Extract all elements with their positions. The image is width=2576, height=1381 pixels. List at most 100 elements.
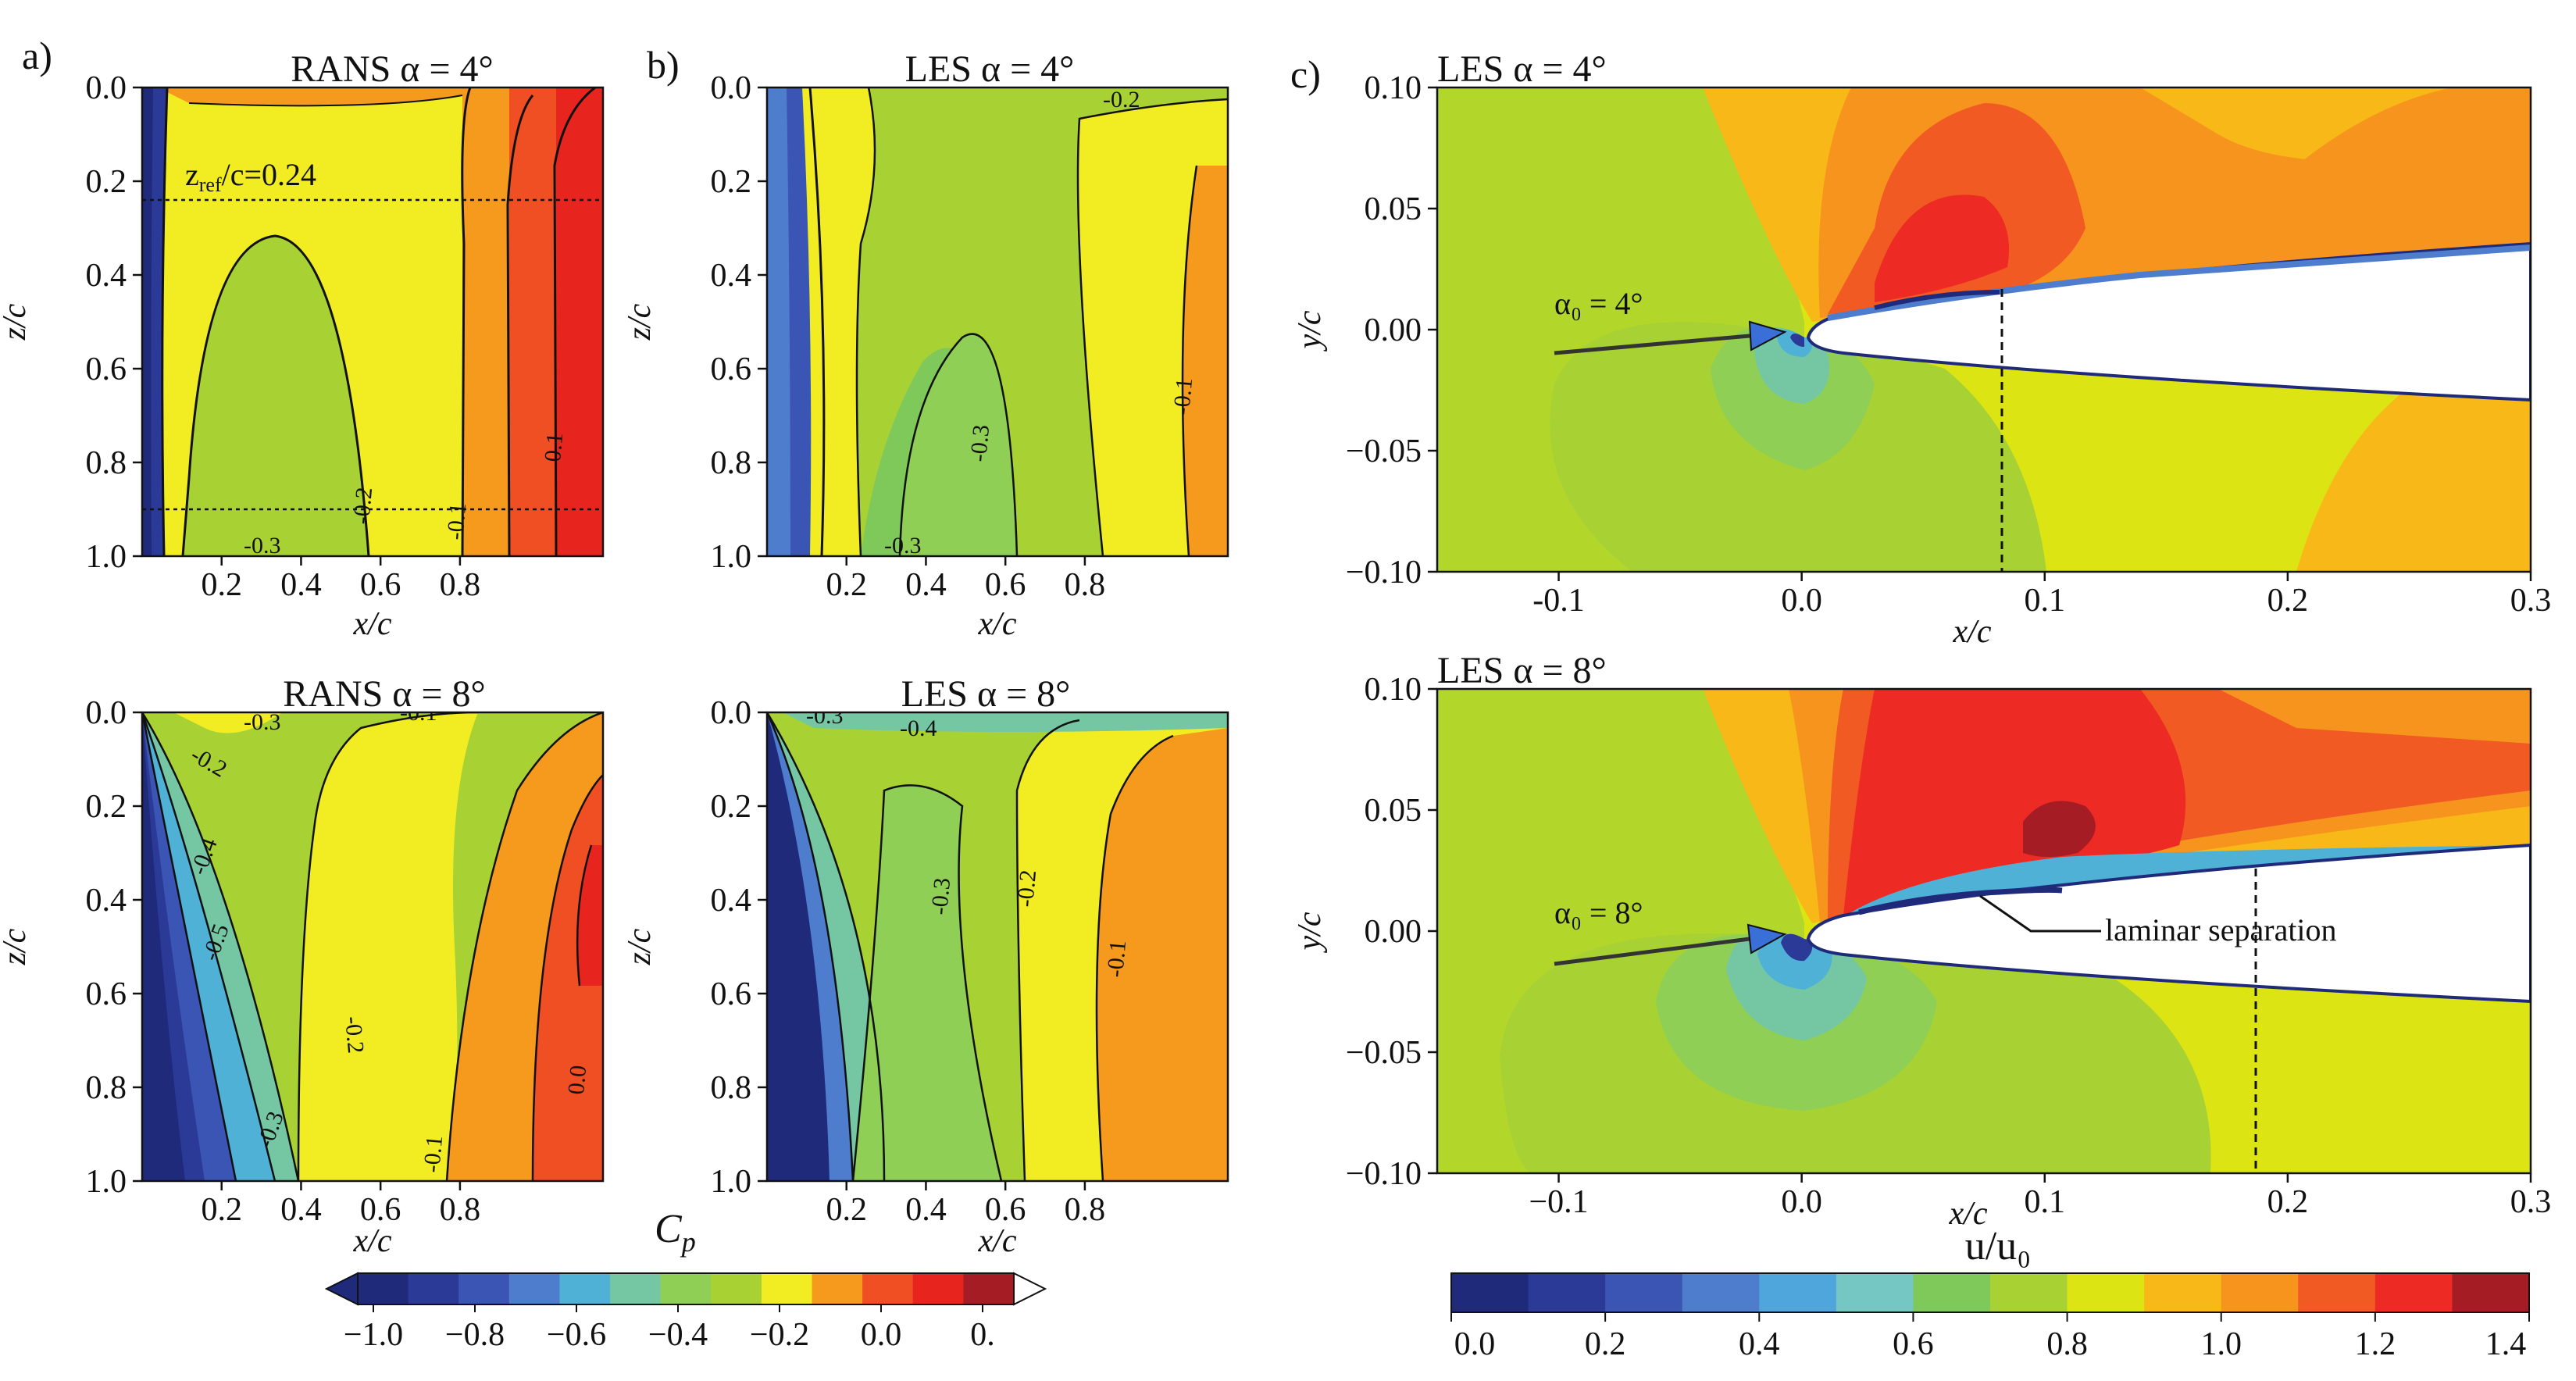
cp-colorbar-right-arrow [1013, 1272, 1047, 1306]
rans8-contour-1 [142, 712, 300, 1181]
rans4-contour-label: -0.3 [244, 533, 281, 558]
les4-contour-4 [1181, 165, 1198, 556]
cp-colorbar-frame [357, 1272, 1015, 1305]
cp-colorbar-tick-label: −0.2 [750, 1317, 809, 1353]
rans4-contour-blue [161, 87, 169, 556]
rans8-contour-4 [297, 712, 479, 1181]
les4-title: LES α = 4° [905, 48, 1075, 90]
les8-contour-label: -0.3 [806, 703, 844, 729]
alpha4-label: α₀ = 4° [1554, 286, 1643, 321]
rans8-xtick-label: 0.4 [280, 1192, 322, 1228]
les4u-xtick-label: 0.0 [1781, 583, 1822, 619]
les8u-ytick-label: 0.00 [1365, 914, 1422, 950]
rans4-region-top-orange [158, 87, 462, 106]
les8u-region-blue [1757, 933, 1832, 990]
les4-contour-2 [855, 87, 876, 556]
les8-contour-1 [767, 712, 886, 1181]
rans4-xtick-label: 0.2 [201, 567, 242, 603]
les8-ytick-label: 1.0 [711, 1164, 752, 1200]
u-colorbar-tick-label: 0.8 [2046, 1326, 2088, 1362]
les8u-ytick-label: 0.10 [1365, 672, 1422, 708]
rans8-axes: 0.2 0.4 0.6 0.8 0.0 0.2 0.4 0.6 0.8 1.0 [86, 695, 481, 1228]
rans4-ytick-label: 1.0 [86, 539, 127, 575]
rans8-xlabel: x/c [353, 1223, 392, 1259]
rans4-contour-red [553, 87, 596, 556]
u-colorbar-tick-label: 0.0 [1454, 1326, 1496, 1362]
rans4-contour-red-orange [506, 95, 534, 556]
rans8-region-yellow-top [173, 712, 283, 733]
rans8-yticks: 0.0 0.2 0.4 0.6 0.8 1.0 [86, 695, 142, 1200]
u-colorbar: u/u₀ 0.0 0.2 0.4 0.6 0.8 1.0 1.2 1.4 [1450, 1224, 2530, 1362]
les4u-xlabel: x/c [1953, 614, 1992, 650]
les4-ytick-label: 1.0 [711, 539, 752, 575]
u-colorbar-cell [1605, 1273, 1683, 1312]
rans8-contour-3 [142, 712, 237, 1181]
rans8-contour-label: -0.1 [419, 1134, 448, 1173]
alpha8-label: α₀ = 8° [1554, 895, 1643, 930]
les8-region-top-band [783, 712, 1228, 732]
les4u-xticks: -0.1 0.0 0.1 0.2 0.3 [1532, 572, 2551, 619]
les8-region-orange [1097, 728, 1228, 1181]
rans8-contour-2 [142, 712, 277, 1181]
rans4-ytick-label: 0.0 [86, 70, 127, 106]
les4-ytick-label: 0.0 [711, 70, 752, 106]
chart-les8u: α₀ = 8° laminar separation LES α = 8° −0… [1292, 650, 2551, 1232]
les8-ytick-label: 0.2 [711, 789, 752, 825]
rans8-ytick-label: 0.8 [86, 1070, 127, 1106]
rans8-region-teal [142, 712, 298, 1181]
cp-colorbar-ticks: −1.0 −0.8 −0.6 −0.4 −0.2 0.0 0. [344, 1304, 995, 1353]
rans4-ytick-label: 0.6 [86, 351, 127, 387]
rans4-xtick-label: 0.8 [440, 567, 481, 603]
rans4-xtick-label: 0.6 [360, 567, 401, 603]
cp-colorbar-cell [508, 1273, 560, 1304]
rans8-contour-label: 0.0 [563, 1064, 591, 1095]
u-colorbar-cell [1836, 1273, 1914, 1312]
les4-yticks: 0.0 0.2 0.4 0.6 0.8 1.0 [711, 70, 767, 575]
les8-contour-label: -0.1 [1102, 939, 1131, 978]
cp-colorbar-label: Cp [655, 1207, 696, 1258]
alpha4-arrow-shaft [1554, 334, 1750, 355]
rans8-xticks: 0.2 0.4 0.6 0.8 [201, 1181, 480, 1228]
rans8-frame [141, 711, 605, 1183]
les8-region-blue-dark [767, 712, 830, 1181]
les8-contour-3 [1015, 719, 1080, 1181]
les4u-xtick-label: -0.1 [1532, 583, 1585, 619]
les4u-ytick-label: 0.10 [1365, 70, 1422, 106]
les4u-xtick-label: 0.1 [2025, 583, 2066, 619]
rans8-ytick-label: 0.4 [86, 883, 127, 919]
les4-xtick-label: 0.6 [985, 567, 1026, 603]
chart-les8: -0.3 -0.4 -0.3 -0.2 -0.1 LES α = 8° 0.2 0… [622, 673, 1229, 1259]
les4-ytick-label: 0.8 [711, 445, 752, 481]
cp-colorbar-tick-label: −0.6 [547, 1317, 606, 1353]
les8u-xticks: −0.1 0.0 0.1 0.2 0.3 [1529, 1173, 2551, 1220]
les8u-region-darkred [2023, 801, 2096, 857]
u-colorbar-frame [1450, 1272, 2530, 1313]
les4-xlabel: x/c [978, 606, 1017, 642]
u-colorbar-ticks: 0.0 0.2 0.4 0.6 0.8 1.0 1.2 1.4 [1450, 1312, 2530, 1362]
les8u-ytick-label: −0.05 [1346, 1035, 1422, 1071]
rans8-ytick-label: 0.0 [86, 695, 127, 731]
les4u-xtick-label: 0.2 [2267, 583, 2309, 619]
rans4-ytick-label: 0.4 [86, 258, 127, 294]
les8u-xtick-label: 0.0 [1781, 1184, 1822, 1220]
les4-ylabel: z/c [622, 303, 658, 341]
les8-contour-4 [1095, 734, 1174, 1181]
les8u-xtick-label: −0.1 [1529, 1184, 1588, 1220]
cp-colorbar-cell [358, 1273, 409, 1304]
les4-xtick-label: 0.8 [1065, 567, 1106, 603]
les8u-xlabel: x/c [1949, 1196, 1988, 1232]
cp-colorbar-tick-label: 0. [970, 1317, 995, 1353]
cp-colorbar-tick-label: −0.8 [445, 1317, 505, 1353]
u-colorbar-cell [2144, 1273, 2222, 1312]
u-colorbar-cell [2374, 1273, 2453, 1312]
les4-ytick-label: 0.2 [711, 164, 752, 200]
cp-colorbar-cell [812, 1273, 863, 1304]
les4u-ytick-label: −0.05 [1346, 434, 1422, 469]
rans8-contour-label: -0.2 [340, 1015, 369, 1054]
u-colorbar-tick-label: 1.0 [2200, 1326, 2242, 1362]
chart-les4: -0.2 -0.3 -0.1 -0.3 LES α = 4° 0.2 0.4 0.6… [622, 48, 1229, 642]
rans8-ylabel: z/c [0, 928, 33, 965]
rans8-contour-5 [445, 712, 603, 1181]
cp-colorbar-cell [559, 1273, 611, 1304]
